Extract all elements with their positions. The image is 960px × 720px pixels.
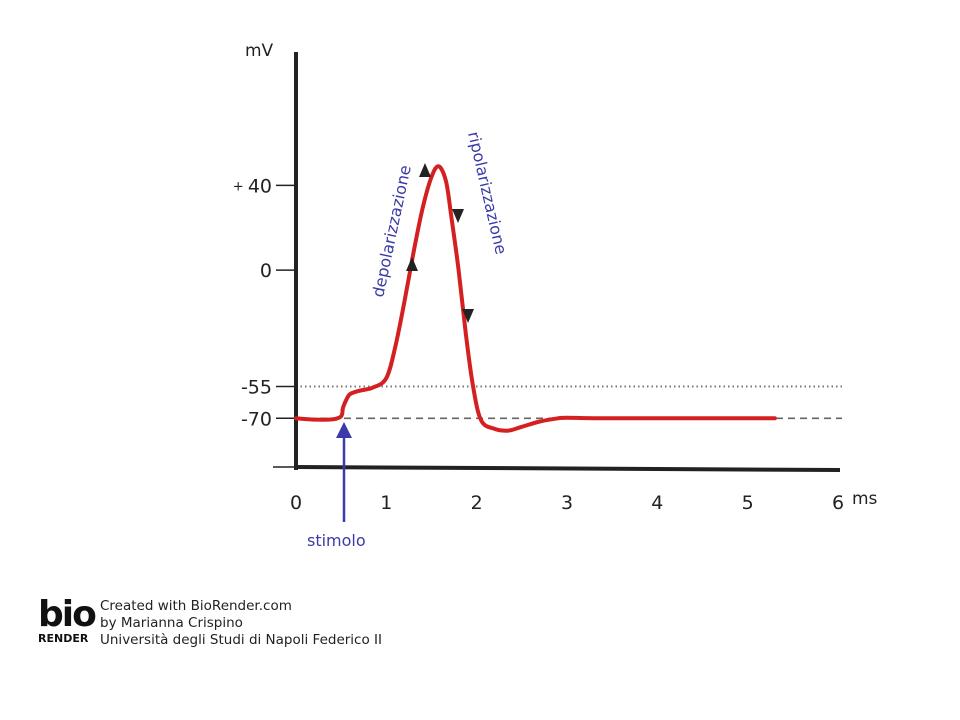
annotation-repolarization: ripolarizzazione [464,130,511,257]
x-axis-line [293,465,841,472]
credit-line-2: by Marianna Crispino [100,615,243,631]
y-tick-label: 0 [260,260,272,282]
repolarization-arrow-icon [462,309,474,323]
depolarization-arrow-icon [419,163,431,177]
stimulus-arrow [336,422,352,522]
x-tick-label: 3 [561,492,573,514]
x-tick-label: 0 [290,492,302,514]
y-tick-label: -70 [241,408,272,430]
x-tick-label: 6 [832,492,844,514]
x-axis-unit: ms [852,489,878,509]
depolarization-arrow-icon [406,257,418,271]
x-tick-label: 2 [471,492,483,514]
credit-line-1: Created with BioRender.com [100,598,292,614]
y-tick-label: + 40 [233,175,272,197]
biorender-logo: bio RENDER [38,594,97,646]
stimulus-label: stimolo [307,531,366,550]
x-tick-label: 1 [380,492,392,514]
x-tick-label: 5 [742,492,754,514]
y-tick-label: -55 [241,377,272,399]
footer-credits: bio RENDER Created with BioRender.com by… [38,594,382,649]
action-potential-line [294,164,777,433]
repolarization-arrow-icon [452,209,464,223]
credit-line-3: Università degli Studi di Napoli Federic… [100,632,382,648]
x-tick-label: 4 [651,492,663,514]
y-axis-unit: mV [245,41,274,61]
